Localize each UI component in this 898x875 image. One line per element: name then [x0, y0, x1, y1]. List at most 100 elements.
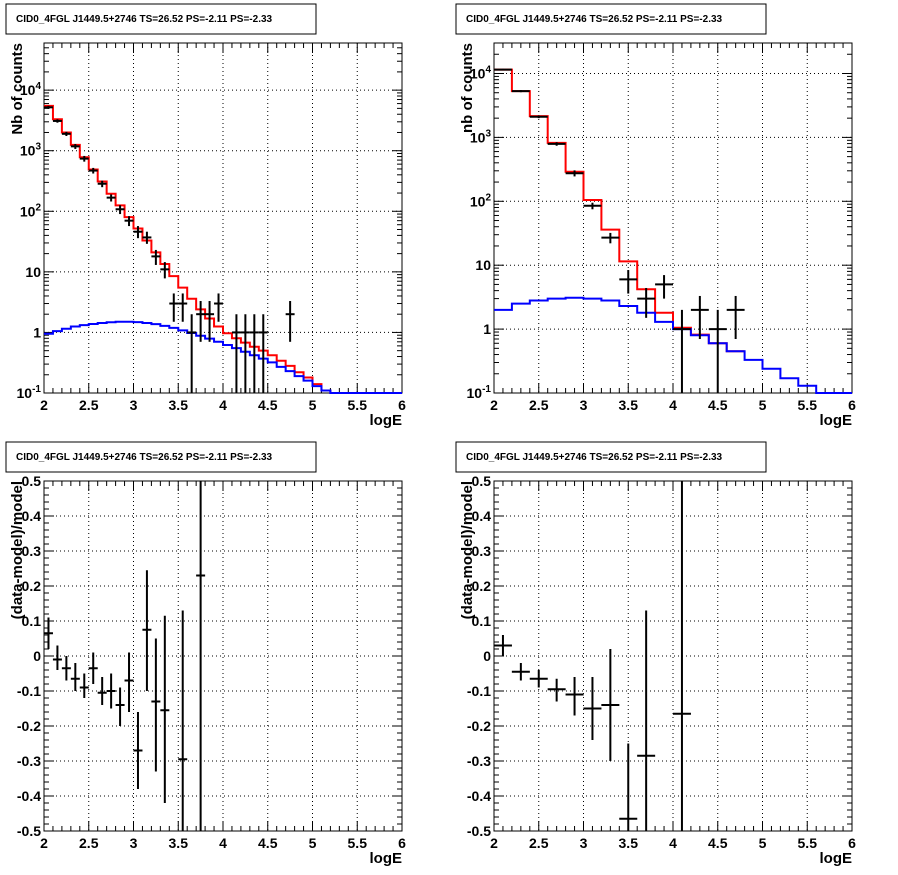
x-tick-label: 3 — [130, 835, 138, 851]
y-tick-label: 0.3 — [22, 543, 42, 559]
chart-title: CID0_4FGL J1449.5+2746 TS=26.52 PS=-2.11… — [466, 452, 723, 463]
panel-counts-right: CID0_4FGL J1449.5+2746 TS=26.52 PS=-2.11… — [455, 3, 856, 429]
x-tick-label: 2 — [40, 835, 48, 851]
y-tick-label: -0.1 — [467, 683, 491, 699]
x-tick-label: 5 — [309, 397, 317, 413]
x-tick-label: 4.5 — [258, 835, 278, 851]
y-tick-label: -0.1 — [17, 683, 41, 699]
y-tick-label: 0.1 — [472, 613, 492, 629]
x-tick-label: 5.5 — [798, 835, 818, 851]
x-tick-label: 3.5 — [619, 397, 639, 413]
x-tick-label: 5.5 — [348, 835, 368, 851]
x-axis-label: logE — [370, 412, 403, 429]
x-tick-label: 5.5 — [798, 397, 818, 413]
y-tick-label: -0.5 — [467, 823, 491, 839]
x-tick-label: 5 — [309, 835, 317, 851]
x-tick-label: 3.5 — [619, 835, 639, 851]
x-axis-label: logE — [370, 850, 403, 867]
y-tick-base: 10 — [470, 193, 486, 209]
y-tick-label: 0.5 — [22, 473, 42, 489]
panel-residuals-right: CID0_4FGL J1449.5+2746 TS=26.52 PS=-2.11… — [455, 441, 856, 867]
y-tick-label: 103 — [20, 142, 42, 159]
y-tick-label: 0.4 — [472, 508, 492, 524]
y-tick-label: 10-1 — [467, 384, 492, 401]
y-tick-base: 10 — [20, 82, 36, 98]
y-tick-label: -0.3 — [467, 753, 491, 769]
y-tick-label: -0.2 — [467, 718, 491, 734]
y-tick-label: 0.3 — [472, 543, 492, 559]
panel-residuals-left: CID0_4FGL J1449.5+2746 TS=26.52 PS=-2.11… — [5, 441, 406, 867]
x-tick-label: 2.5 — [79, 835, 99, 851]
y-tick-base: 10 — [17, 385, 33, 401]
x-tick-label: 6 — [398, 397, 406, 413]
y-tick-label: 0 — [483, 648, 491, 664]
x-tick-label: 5 — [759, 397, 767, 413]
title-box — [5, 3, 317, 35]
x-tick-label: 6 — [848, 397, 856, 413]
title-box — [5, 441, 317, 473]
y-tick-label: -0.4 — [17, 788, 41, 804]
x-tick-label: 3 — [580, 835, 588, 851]
y-tick-exponent: 4 — [35, 81, 41, 92]
y-tick-exponent: 3 — [485, 128, 491, 139]
x-tick-label: 3 — [580, 397, 588, 413]
x-tick-label: 6 — [848, 835, 856, 851]
x-tick-label: 4 — [219, 835, 227, 851]
x-tick-label: 2 — [40, 397, 48, 413]
chart-title: CID0_4FGL J1449.5+2746 TS=26.52 PS=-2.11… — [16, 452, 273, 463]
y-tick-label: -0.3 — [17, 753, 41, 769]
x-tick-label: 4 — [219, 397, 227, 413]
y-tick-exponent: 4 — [485, 64, 491, 75]
x-tick-label: 6 — [398, 835, 406, 851]
model-step-background — [494, 296, 852, 394]
x-tick-label: 4.5 — [708, 835, 728, 851]
chart-title: CID0_4FGL J1449.5+2746 TS=26.52 PS=-2.11… — [16, 14, 273, 25]
y-axis-label: nb of counts — [459, 43, 476, 133]
x-tick-label: 3 — [130, 397, 138, 413]
y-tick-base: 10 — [20, 143, 36, 159]
y-tick-label: 0.2 — [472, 578, 492, 594]
y-tick-label: 10 — [25, 264, 41, 280]
x-tick-label: 4 — [669, 835, 677, 851]
y-tick-exponent: 2 — [35, 202, 41, 213]
y-tick-label: 0.4 — [22, 508, 42, 524]
panel-counts-left: CID0_4FGL J1449.5+2746 TS=26.52 PS=-2.11… — [5, 3, 406, 429]
y-tick-label: -0.5 — [17, 823, 41, 839]
y-tick-label: 0.2 — [22, 578, 42, 594]
y-tick-base: 10 — [470, 129, 486, 145]
x-tick-label: 4.5 — [708, 397, 728, 413]
x-tick-label: 4 — [669, 397, 677, 413]
x-tick-label: 5 — [759, 835, 767, 851]
model-step-total — [44, 104, 358, 394]
x-tick-label: 3.5 — [169, 397, 189, 413]
y-tick-label: 102 — [20, 202, 42, 219]
x-tick-label: 4.5 — [258, 397, 278, 413]
x-axis-label: logE — [820, 850, 853, 867]
y-axis-label: (data-model)/model — [9, 481, 26, 619]
y-tick-label: 104 — [20, 81, 42, 98]
y-tick-base: 10 — [20, 203, 36, 219]
x-tick-label: 2.5 — [79, 397, 99, 413]
y-tick-exponent: 2 — [485, 192, 491, 203]
x-tick-label: 2.5 — [529, 397, 549, 413]
y-tick-base: 10 — [467, 385, 483, 401]
y-tick-label: -0.2 — [17, 718, 41, 734]
x-tick-label: 2.5 — [529, 835, 549, 851]
title-box — [455, 3, 767, 35]
title-box — [455, 441, 767, 473]
y-axis-label: (data-model)/model — [459, 481, 476, 619]
y-tick-exponent: -1 — [32, 384, 41, 395]
y-tick-label: 102 — [470, 192, 492, 209]
y-tick-label: 103 — [470, 128, 492, 145]
y-tick-label: 10 — [475, 257, 491, 273]
y-tick-base: 10 — [470, 65, 486, 81]
x-tick-label: 5.5 — [348, 397, 368, 413]
y-tick-label: 0.1 — [22, 613, 42, 629]
x-tick-label: 3.5 — [169, 835, 189, 851]
y-tick-exponent: 3 — [35, 142, 41, 153]
y-tick-label: 1 — [33, 324, 41, 340]
y-tick-label: 10-1 — [17, 384, 42, 401]
y-tick-label: 0.5 — [472, 473, 492, 489]
y-tick-exponent: -1 — [482, 384, 491, 395]
